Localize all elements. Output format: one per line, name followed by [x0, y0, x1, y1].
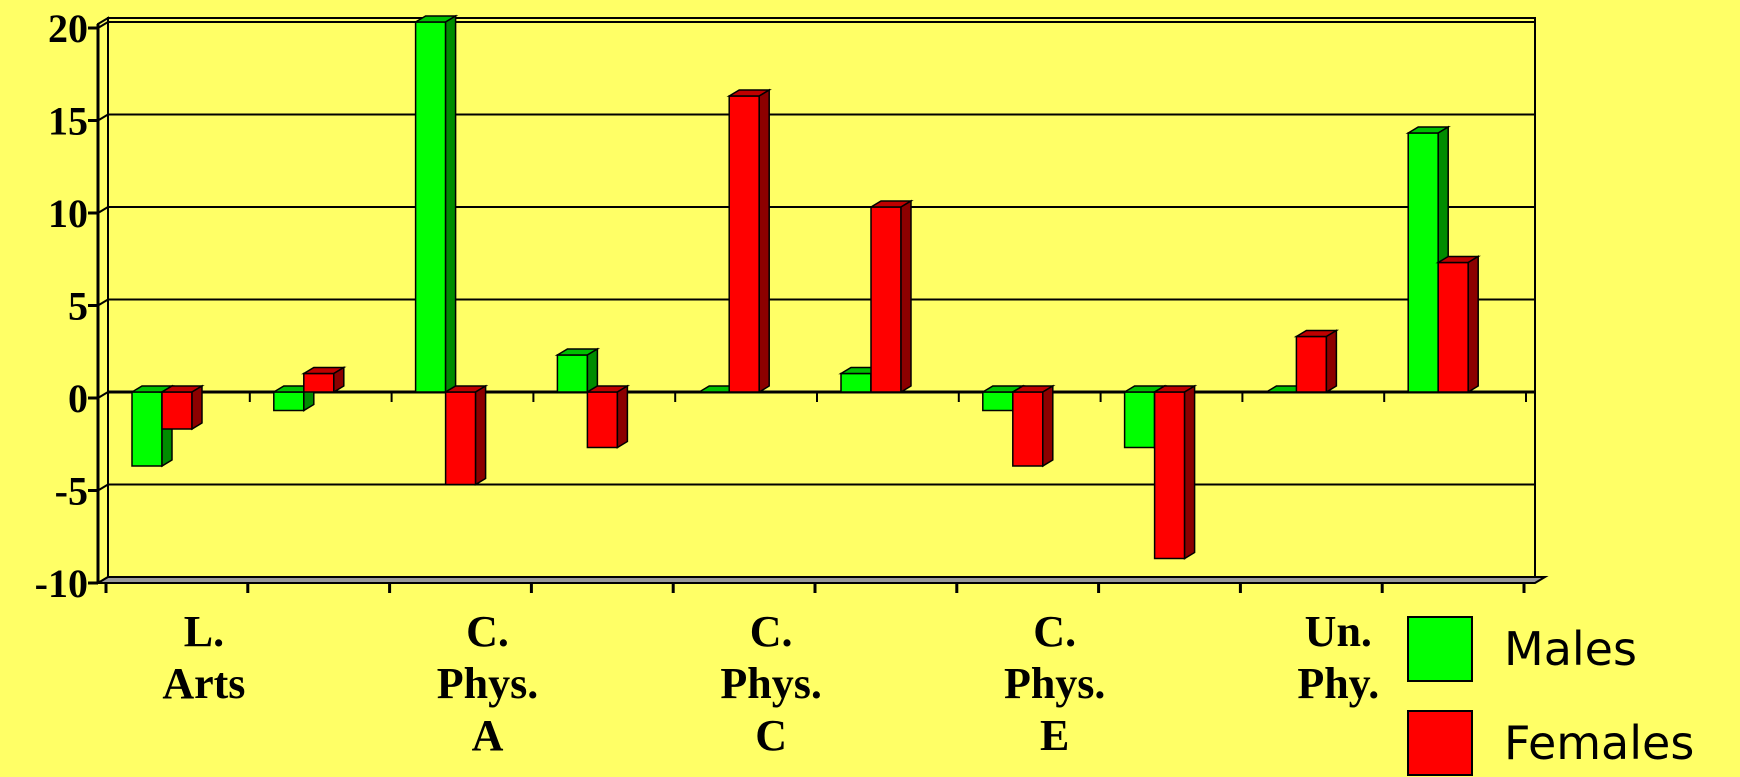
bar-females-6 — [1010, 384, 1056, 468]
gridline-side — [97, 206, 109, 214]
legend-label-males: Males — [1504, 622, 1637, 676]
y-tick-label: -5 — [55, 469, 88, 514]
legend-label-females: Females — [1504, 716, 1694, 770]
plot-floor — [94, 576, 1549, 584]
bar-females-3 — [584, 384, 631, 449]
bars — [129, 14, 1481, 560]
legend-swatch-males — [1407, 616, 1473, 682]
category-label-2-line-1: Phys. — [437, 659, 538, 708]
y-tick-label: 15 — [48, 99, 88, 144]
category-label-6-line-1: Phys. — [1004, 659, 1105, 708]
category-label-0-line-1: Arts — [162, 659, 245, 708]
gridline-side — [97, 391, 109, 399]
bar-females-7 — [1151, 384, 1198, 560]
category-label-8-line-0: Un. — [1305, 607, 1372, 656]
category-label-4-line-2: C — [755, 711, 787, 760]
legend-swatch-females — [1407, 710, 1473, 776]
y-tick-label: 5 — [68, 284, 88, 329]
gridline-side — [97, 483, 109, 492]
plot-back-wall — [107, 17, 1536, 578]
category-label-4-line-1: Phys. — [720, 659, 821, 708]
category-label-8-line-1: Phy. — [1297, 659, 1379, 708]
bar-females-2 — [442, 384, 489, 486]
gridline-side — [97, 113, 109, 122]
bar-females-8 — [1293, 329, 1340, 394]
category-label-4-line-0: C. — [750, 607, 793, 656]
bar-females-4 — [726, 88, 772, 394]
category-label-6-line-0: C. — [1033, 607, 1076, 656]
bar-males-3 — [554, 347, 601, 394]
gridline-side — [97, 21, 109, 29]
bar-females-1 — [301, 366, 347, 394]
y-axis: 20 15 10 5 0 -5 -10 — [35, 6, 100, 606]
category-label-2-line-2: A — [472, 711, 504, 760]
y-tick-label: 20 — [48, 6, 88, 51]
category-label-0-line-0: L. — [184, 607, 224, 656]
bar-females-9 — [1435, 255, 1481, 394]
bar-females-5 — [868, 199, 914, 394]
category-label-2-line-0: C. — [466, 607, 509, 656]
gridline-side — [97, 298, 109, 307]
y-tick-label: 0 — [68, 376, 88, 421]
category-label-6-line-2: E — [1040, 711, 1069, 760]
bar-males-2 — [412, 14, 459, 394]
y-tick-label: 10 — [48, 191, 88, 236]
y-tick-label: -10 — [35, 561, 88, 606]
bar-females-0 — [159, 384, 205, 431]
legend: Males Females — [1407, 616, 1694, 776]
